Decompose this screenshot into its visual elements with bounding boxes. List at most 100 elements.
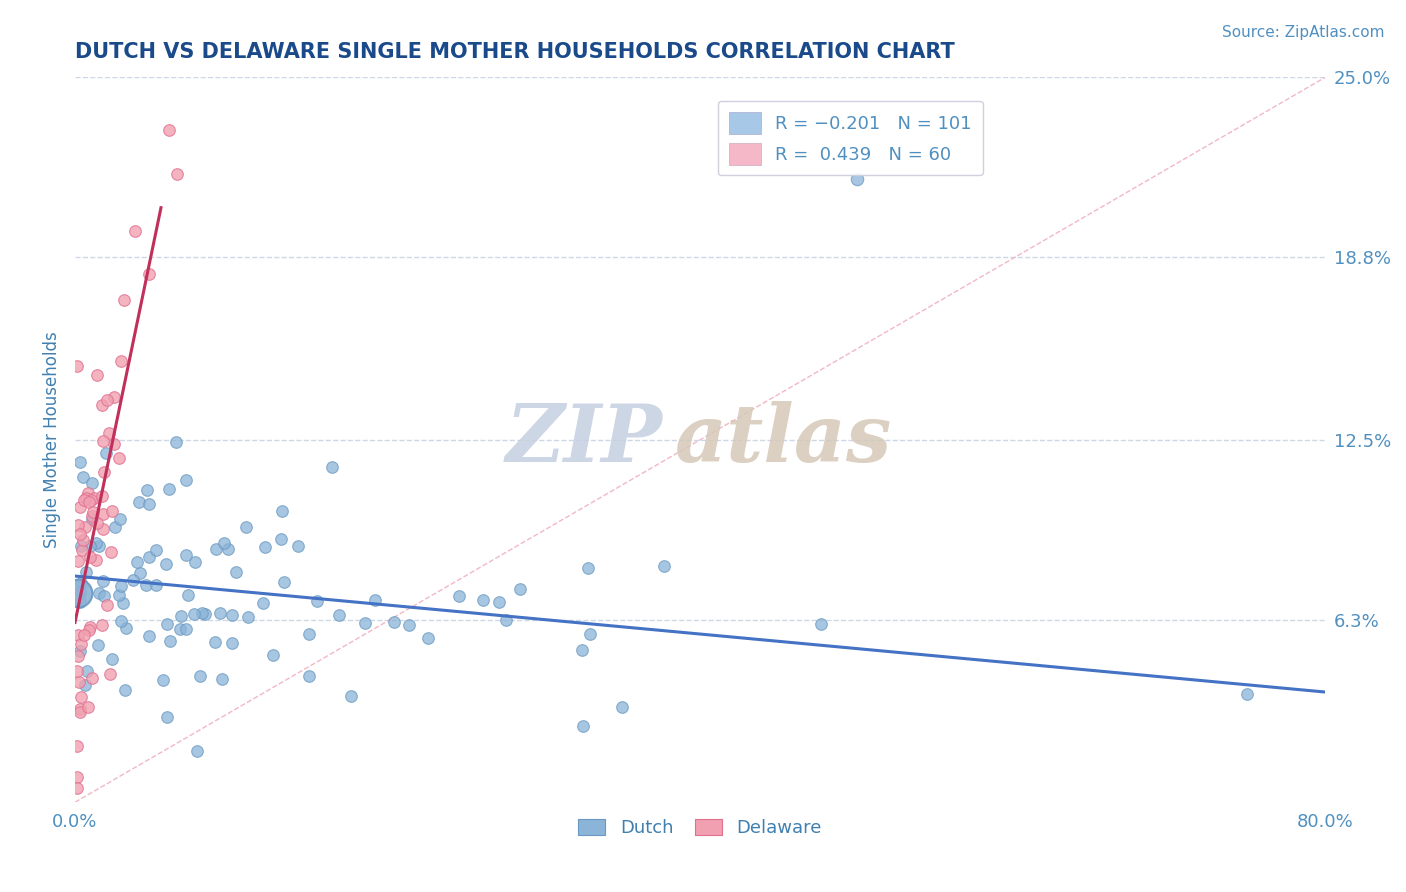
- Point: [76, 491, 98, 505]
- Point: [579, 627, 602, 641]
- Point: [101, 651, 124, 665]
- Point: [73, 628, 96, 642]
- Point: [211, 672, 233, 686]
- Point: [204, 635, 226, 649]
- Point: [157, 123, 180, 137]
- Point: [509, 582, 531, 596]
- Point: [72, 533, 94, 547]
- Point: [217, 541, 239, 556]
- Point: [69, 595, 91, 609]
- Point: [98, 426, 121, 441]
- Point: [69, 455, 91, 469]
- Point: [156, 617, 179, 632]
- Point: [472, 593, 495, 607]
- Point: [79, 549, 101, 564]
- Point: [170, 609, 193, 624]
- Point: [100, 545, 122, 559]
- Point: [84, 536, 107, 550]
- Point: [572, 719, 595, 733]
- Point: [127, 556, 149, 570]
- Point: [79, 540, 101, 554]
- Point: [136, 483, 159, 497]
- Text: DUTCH VS DELAWARE SINGLE MOTHER HOUSEHOLDS CORRELATION CHART: DUTCH VS DELAWARE SINGLE MOTHER HOUSEHOL…: [75, 42, 955, 62]
- Point: [495, 614, 517, 628]
- Legend: Dutch, Delaware: Dutch, Delaware: [571, 812, 830, 844]
- Point: [69, 702, 91, 716]
- Point: [103, 390, 125, 404]
- Text: Source: ZipAtlas.com: Source: ZipAtlas.com: [1222, 25, 1385, 40]
- Point: [174, 548, 197, 562]
- Point: [73, 520, 96, 534]
- Point: [80, 508, 103, 523]
- Point: [186, 744, 208, 758]
- Point: [287, 539, 309, 553]
- Point: [91, 574, 114, 589]
- Point: [184, 556, 207, 570]
- Point: [65, 770, 87, 784]
- Point: [174, 473, 197, 487]
- Point: [1236, 687, 1258, 701]
- Point: [271, 503, 294, 517]
- Point: [110, 353, 132, 368]
- Point: [221, 636, 243, 650]
- Point: [128, 495, 150, 509]
- Point: [66, 554, 89, 568]
- Point: [91, 489, 114, 503]
- Point: [75, 565, 97, 579]
- Point: [810, 617, 832, 632]
- Point: [169, 622, 191, 636]
- Point: [298, 627, 321, 641]
- Point: [254, 541, 277, 555]
- Point: [138, 549, 160, 564]
- Point: [321, 459, 343, 474]
- Point: [65, 586, 87, 600]
- Text: ZIP: ZIP: [506, 401, 662, 478]
- Point: [67, 649, 90, 664]
- Point: [65, 739, 87, 753]
- Point: [208, 607, 231, 621]
- Point: [87, 638, 110, 652]
- Point: [654, 559, 676, 574]
- Point: [340, 689, 363, 703]
- Point: [67, 628, 90, 642]
- Point: [96, 598, 118, 612]
- Point: [104, 520, 127, 534]
- Point: [83, 491, 105, 505]
- Point: [576, 560, 599, 574]
- Point: [112, 293, 135, 307]
- Point: [69, 585, 91, 599]
- Point: [108, 588, 131, 602]
- Point: [70, 690, 93, 704]
- Point: [191, 606, 214, 620]
- Point: [101, 504, 124, 518]
- Point: [93, 465, 115, 479]
- Point: [447, 590, 470, 604]
- Point: [69, 500, 91, 515]
- Point: [91, 398, 114, 412]
- Point: [114, 682, 136, 697]
- Point: [77, 700, 100, 714]
- Point: [571, 642, 593, 657]
- Point: [363, 592, 385, 607]
- Point: [96, 393, 118, 408]
- Point: [165, 434, 187, 449]
- Point: [110, 579, 132, 593]
- Point: [70, 539, 93, 553]
- Point: [328, 607, 350, 622]
- Point: [86, 516, 108, 531]
- Point: [129, 566, 152, 580]
- Point: [183, 607, 205, 621]
- Point: [65, 664, 87, 678]
- Point: [416, 631, 439, 645]
- Point: [610, 700, 633, 714]
- Point: [91, 508, 114, 522]
- Point: [270, 532, 292, 546]
- Point: [72, 469, 94, 483]
- Point: [398, 617, 420, 632]
- Point: [298, 669, 321, 683]
- Point: [110, 512, 132, 526]
- Point: [176, 588, 198, 602]
- Point: [93, 434, 115, 449]
- Point: [98, 667, 121, 681]
- Point: [76, 486, 98, 500]
